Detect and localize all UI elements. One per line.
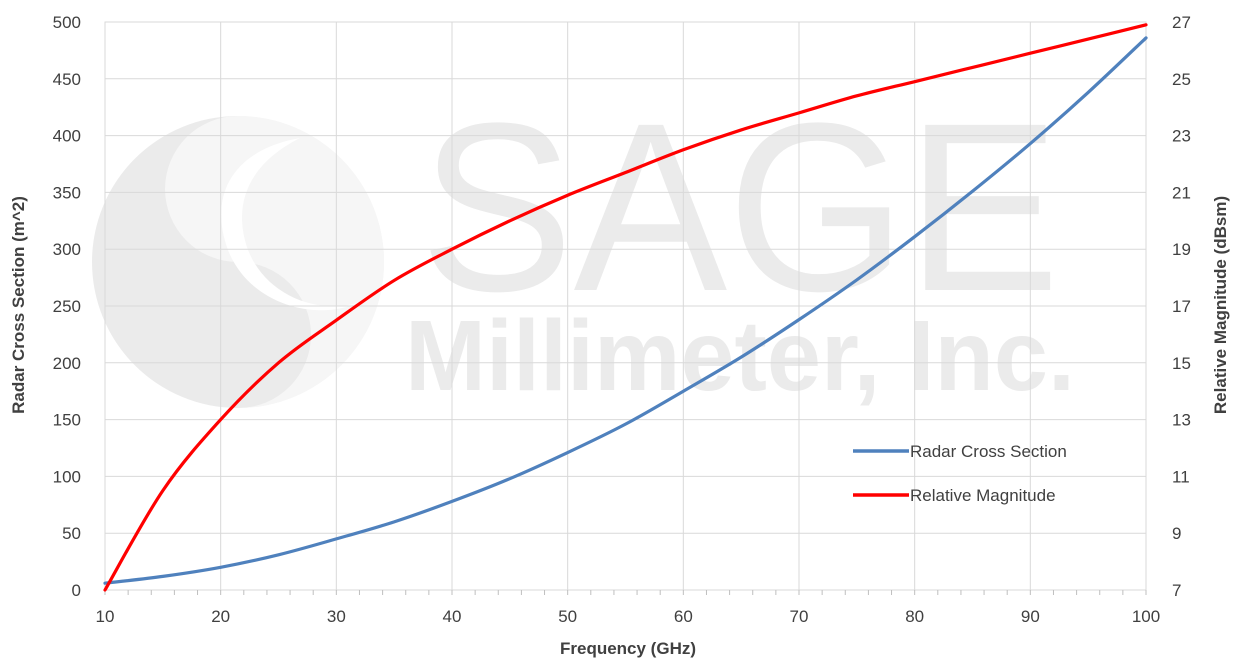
y2-tick-label: 11 [1172,467,1190,486]
y-tick-label: 500 [53,13,81,32]
x-tick-label: 30 [327,607,346,626]
x-tick-label: 10 [96,607,115,626]
legend-label-relative-magnitude: Relative Magnitude [910,486,1056,505]
watermark-logo [92,116,384,408]
y2-tick-label: 7 [1172,581,1181,600]
y-tick-label: 200 [53,354,81,373]
series-line-radar-cross-section [103,36,1148,585]
x-tick-label: 50 [558,607,577,626]
y2-tick-label: 13 [1172,411,1191,430]
gridlines [104,21,1147,591]
x-tick-label: 100 [1132,607,1160,626]
x-tick-label: 40 [443,607,462,626]
axes: 0 50 100 150 200 250 300 350 400 450 500 10 20 30 40 50… [53,13,1191,626]
y2-tick-label: 19 [1172,240,1191,259]
legend: Radar Cross Section Relative Magnitude [853,442,1067,505]
axis-titles: Frequency (GHz) Radar Cross Section (m^2… [9,196,1230,658]
y2-tick-label: 23 [1172,127,1191,146]
y2-tick-label: 25 [1172,70,1191,89]
y2-tick-label: 17 [1172,297,1191,316]
plot-area-border [104,21,1147,591]
y-tick-label: 400 [53,127,81,146]
y-tick-label: 150 [53,411,81,430]
y-tick-label: 450 [53,70,81,89]
y-tick-label: 300 [53,240,81,259]
x-tick-label: 80 [905,607,924,626]
y2-axis-title: Relative Magnitude (dBsm) [1211,196,1230,414]
watermark: SAGE Millimeter, Inc. [92,73,1075,412]
y2-tick-label: 9 [1172,524,1181,543]
series [103,23,1148,592]
y2-tick-label: 21 [1172,183,1191,202]
y-tick-label: 350 [53,183,81,202]
y-tick-label: 0 [72,581,81,600]
x-tick-label: 70 [790,607,809,626]
legend-label-radar-cross-section: Radar Cross Section [910,442,1067,461]
y-axis-title: Radar Cross Section (m^2) [9,196,28,414]
y-tick-label: 100 [53,467,81,486]
x-tick-label: 90 [1021,607,1040,626]
x-axis-title: Frequency (GHz) [560,639,696,658]
y2-tick-label: 27 [1172,13,1191,32]
y-tick-label: 250 [53,297,81,316]
y-tick-label: 50 [62,524,81,543]
series-line-relative-magnitude [103,23,1148,592]
y2-tick-label: 15 [1172,354,1191,373]
x-tick-label: 20 [211,607,230,626]
x-tick-label: 60 [674,607,693,626]
